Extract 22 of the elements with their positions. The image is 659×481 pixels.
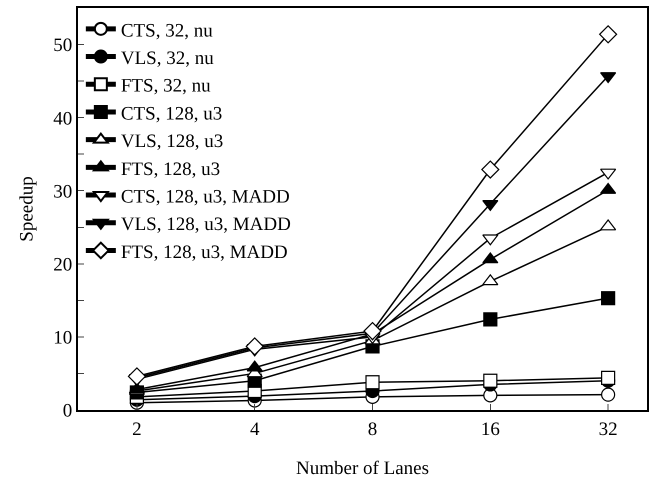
y-axis-title: Speedup: [16, 176, 38, 242]
legend-label: FTS, 128, u3, MADD: [120, 242, 288, 263]
legend-label: VLS, 128, u3, MADD: [120, 214, 291, 236]
legend-label: FTS, 128, u3: [120, 158, 220, 180]
legend-label: VLS, 32, nu: [120, 48, 214, 69]
y-tick-label: 30: [53, 181, 72, 202]
x-tick-label: 4: [250, 418, 260, 440]
legend-label: CTS, 32, nu: [120, 20, 214, 42]
x-tick-label: 2: [132, 418, 142, 440]
legend-label: CTS, 128, u3, MADD: [120, 186, 290, 208]
legend-label: CTS, 128, u3: [120, 103, 222, 124]
x-tick-label: 8: [368, 418, 378, 440]
x-tick-label: 32: [598, 418, 618, 440]
legend-label: VLS, 128, u3: [120, 131, 224, 152]
legend-label: FTS, 32, nu: [120, 76, 212, 97]
y-tick-label: 0: [62, 400, 72, 422]
y-tick-label: 10: [53, 328, 72, 349]
x-axis-title: Number of Lanes: [296, 458, 429, 480]
x-tick-label: 16: [480, 418, 500, 440]
y-tick-label: 50: [53, 35, 72, 56]
y-tick-label: 20: [53, 254, 72, 276]
y-tick-label: 40: [53, 108, 72, 130]
